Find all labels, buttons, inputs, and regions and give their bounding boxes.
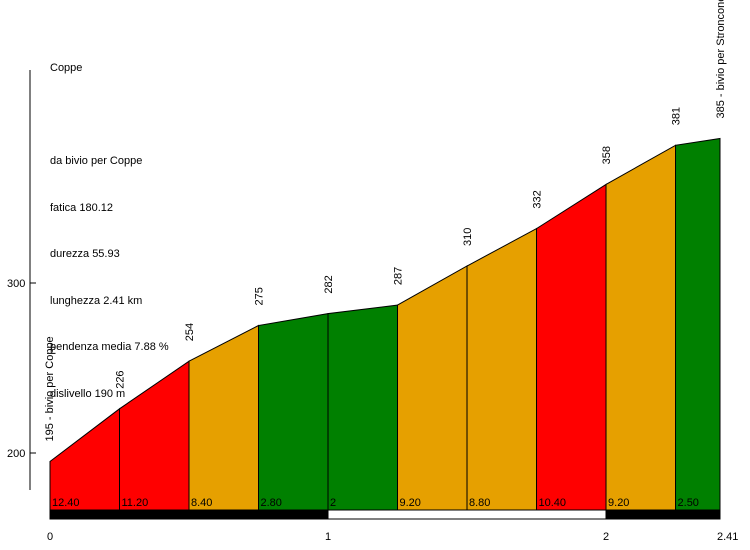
x-tick-label: 1 (325, 531, 331, 543)
stat-fatica: fatica 180.12 (50, 201, 113, 214)
stat-start: da bivio per Coppe (50, 155, 143, 167)
profile-segment-9 (605, 144, 677, 511)
stats-block: Coppe da bivio per Coppe fatica 180.12 d… (50, 30, 169, 418)
km-bar-segment (49, 509, 329, 520)
segment-gradient-label: 10.40 (539, 497, 567, 509)
segment-gradient-label: 8.40 (191, 497, 212, 509)
y-tick-label: 300 (7, 278, 25, 290)
elevation-point-label: 226 (115, 370, 127, 388)
profile-segment-4 (258, 313, 329, 511)
profile-segment-10 (675, 137, 721, 511)
segment-gradient-label: 2.80 (261, 497, 282, 509)
elevation-point-label: 310 (462, 228, 474, 246)
segment-gradient-label: 12.40 (52, 497, 80, 509)
elevation-point-label: 275 (254, 287, 266, 305)
profile-segment-2 (119, 360, 190, 511)
elevation-point-label: 381 (671, 107, 683, 125)
stat-lunghezza: lunghezza 2.41 km (50, 294, 143, 307)
profile-segment-1 (49, 407, 121, 511)
end-label: 385 - bivio per Stroncone (715, 0, 727, 119)
elevation-point-label: 332 (532, 190, 544, 208)
km-bar-segment (605, 509, 721, 520)
chart-title: Coppe (50, 62, 83, 74)
profile-segment-8 (536, 183, 607, 511)
elevation-point-label: 287 (393, 267, 405, 285)
x-tick-label: 0 (47, 531, 53, 543)
stat-pendenza: pendenza media 7.88 % (50, 341, 169, 353)
segment-gradient-label: 11.20 (122, 497, 149, 509)
profile-segment-6 (397, 265, 468, 511)
segments-layer (49, 137, 721, 511)
profile-segment-5 (327, 304, 399, 511)
stat-dislivello: dislivello 190 m (50, 387, 126, 400)
stat-durezza: durezza 55.93 (50, 248, 120, 260)
km-bar-segment (327, 509, 607, 520)
elevation-point-label: 282 (323, 275, 335, 293)
x-tick-label: 2.41 (717, 531, 738, 543)
start-label: 195 - bivio per Coppe (44, 336, 56, 441)
segment-gradient-label: 9.20 (400, 497, 421, 509)
profile-segment-3 (188, 324, 260, 511)
profile-segment-7 (466, 227, 538, 511)
y-tick-label: 200 (7, 448, 25, 460)
km-bar-layer: 0 1 2 2.41 (47, 509, 738, 543)
segment-gradient-label: 2 (330, 497, 336, 509)
elevation-point-label: 358 (601, 146, 613, 164)
x-tick-label: 2 (603, 531, 609, 543)
segment-gradient-label: 9.20 (608, 497, 629, 509)
segment-gradient-label: 8.80 (469, 497, 490, 509)
segment-gradient-label: 2.50 (678, 497, 699, 509)
axis-layer: 200 300 (7, 70, 36, 490)
labels-layer: 12.40 11.20 8.40 2.80 2 9.20 8.80 10.40 9.20 2.50… (44, 0, 727, 509)
elevation-point-label: 254 (184, 323, 196, 341)
